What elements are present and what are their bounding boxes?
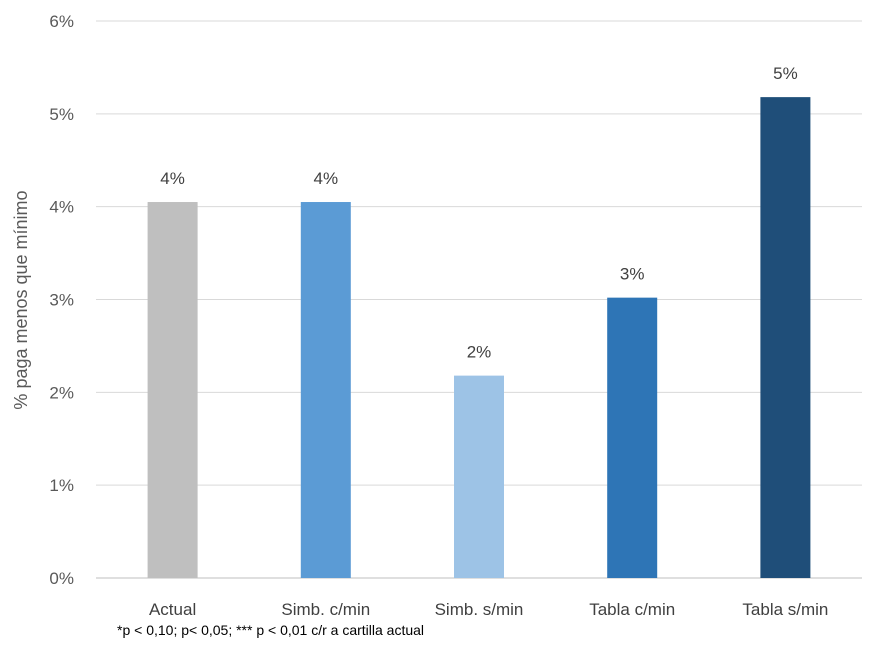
x-category-label: Simb. c/min bbox=[281, 600, 370, 619]
y-axis-ticks: 0% 1% 2% 3% 4% 5% 6% bbox=[49, 12, 74, 588]
bars bbox=[147, 97, 811, 578]
data-label: 5% bbox=[773, 64, 798, 83]
y-tick-label: 2% bbox=[49, 383, 74, 402]
bar bbox=[147, 202, 198, 578]
data-label: 4% bbox=[314, 169, 339, 188]
bar bbox=[300, 202, 351, 578]
bar bbox=[607, 297, 658, 578]
y-tick-label: 4% bbox=[49, 198, 74, 217]
data-label: 2% bbox=[467, 343, 492, 362]
y-tick-label: 5% bbox=[49, 105, 74, 124]
x-category-label: Simb. s/min bbox=[435, 600, 524, 619]
y-tick-label: 0% bbox=[49, 569, 74, 588]
data-labels: 4% 4% 2% 3% 5% bbox=[160, 64, 798, 362]
bar bbox=[760, 97, 811, 578]
x-category-label: Tabla s/min bbox=[742, 600, 828, 619]
y-axis-label: % paga menos que mínimo bbox=[11, 190, 31, 409]
y-tick-label: 3% bbox=[49, 291, 74, 310]
significance-footnote: *p < 0,10; p< 0,05; *** p < 0,01 c/r a c… bbox=[117, 622, 431, 638]
bar bbox=[454, 375, 504, 578]
data-label: 4% bbox=[160, 169, 185, 188]
x-category-label: Actual bbox=[149, 600, 196, 619]
x-axis-categories: Actual Simb. c/min Simb. s/min Tabla c/min T… bbox=[149, 600, 828, 619]
y-tick-label: 1% bbox=[49, 476, 74, 495]
data-label: 3% bbox=[620, 265, 645, 284]
x-category-label: Tabla c/min bbox=[589, 600, 675, 619]
y-tick-label: 6% bbox=[49, 12, 74, 31]
